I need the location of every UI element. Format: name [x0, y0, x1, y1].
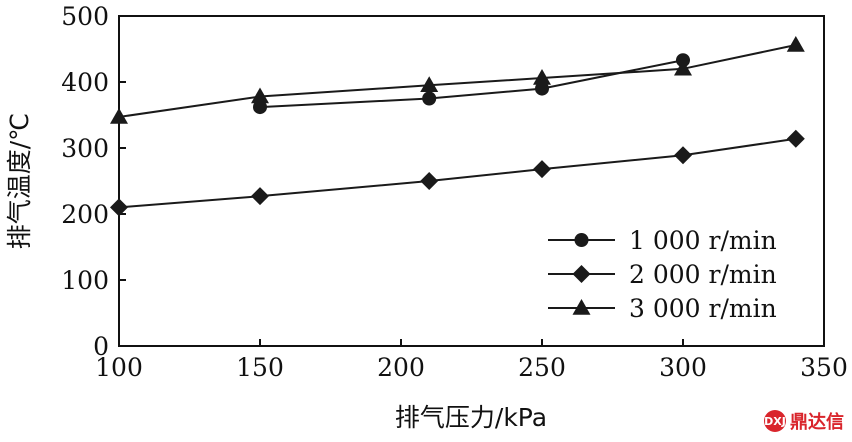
data-point	[251, 87, 269, 104]
data-point	[110, 198, 128, 217]
legend-label: 1 000 r/min	[629, 226, 777, 255]
series-line	[259, 59, 684, 109]
series-line	[118, 44, 797, 118]
y-axis-title: 排气温度/℃	[5, 113, 34, 250]
data-point	[786, 129, 805, 148]
data-point	[535, 81, 549, 96]
y-tick-label: 200	[61, 200, 109, 229]
y-tick-label: 500	[61, 2, 109, 31]
data-point	[786, 36, 805, 52]
data-point	[253, 100, 267, 115]
data-point	[533, 69, 551, 85]
series-line	[118, 137, 796, 209]
data-point	[674, 59, 692, 76]
legend-marker	[574, 233, 589, 247]
series-3	[110, 36, 805, 124]
legend-entry: 3 000 r/min	[548, 294, 777, 323]
legend-label: 3 000 r/min	[629, 294, 777, 323]
x-tick-label: 200	[377, 353, 425, 382]
x-tick-label: 150	[236, 353, 284, 382]
series-1	[253, 53, 690, 115]
data-point	[420, 76, 439, 93]
axis-ticks	[118, 15, 825, 347]
legend-marker	[572, 265, 591, 283]
watermark-logo: DXJ 鼎达信	[764, 408, 844, 434]
watermark-badge: DXJ	[764, 410, 786, 432]
data-point	[251, 187, 269, 206]
data-point	[420, 172, 439, 190]
x-tick-label: 300	[659, 353, 707, 382]
watermark-text: 鼎达信	[790, 412, 844, 433]
legend-entry: 1 000 r/min	[548, 226, 777, 255]
legend: 1 000 r/min 2 000 r/min 3 000 r/min	[548, 226, 777, 323]
data-point	[110, 107, 128, 124]
y-tick-label: 100	[61, 266, 109, 295]
x-tick-label: 250	[518, 353, 566, 382]
x-tick-label: 100	[95, 353, 143, 382]
data-point	[533, 160, 551, 179]
x-axis-title: 排气压力/kPa	[395, 403, 547, 432]
series-group	[110, 36, 805, 217]
legend-label: 2 000 r/min	[629, 260, 777, 289]
legend-marker	[572, 299, 591, 315]
series-2	[110, 129, 805, 217]
y-tick-label: 400	[61, 68, 109, 97]
x-tick-label: 350	[800, 353, 848, 382]
data-point	[422, 91, 437, 106]
plot-frame	[118, 15, 825, 347]
data-point	[674, 146, 692, 165]
y-tick-label: 0	[93, 332, 109, 361]
y-tick-label: 300	[61, 134, 109, 163]
legend-entry: 2 000 r/min	[548, 260, 777, 289]
